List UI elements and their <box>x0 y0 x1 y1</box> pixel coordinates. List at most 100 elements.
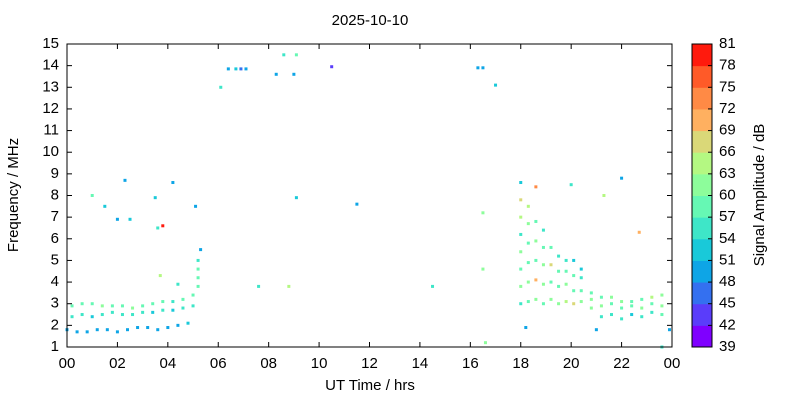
data-point <box>579 267 583 271</box>
data-point <box>519 250 523 254</box>
data-point <box>660 313 664 317</box>
colorbar-tick-label: 45 <box>719 295 736 312</box>
data-point <box>526 280 530 284</box>
data-point <box>219 85 223 89</box>
data-point <box>171 308 175 312</box>
y-tick-label: 8 <box>51 186 59 203</box>
x-tick-label: 14 <box>412 355 429 372</box>
colorbar-tick-label: 57 <box>719 208 736 225</box>
data-point <box>640 306 644 310</box>
data-point <box>541 228 545 232</box>
x-tick-label: 00 <box>664 355 681 372</box>
data-point <box>115 330 119 334</box>
colorbar-tick-label: 54 <box>719 230 736 247</box>
colorbar-tick-label: 39 <box>719 338 736 355</box>
y-axis-label: Frequency / MHz <box>5 138 22 252</box>
data-point <box>526 222 530 226</box>
y-tick-label: 11 <box>43 122 59 139</box>
x-tick-label: 08 <box>260 355 277 372</box>
data-point <box>526 241 530 245</box>
data-point <box>100 313 104 317</box>
data-point <box>541 302 545 306</box>
data-point <box>519 302 523 306</box>
data-point <box>166 326 170 330</box>
data-point <box>181 306 185 310</box>
data-point <box>294 53 298 57</box>
colorbar-tick-label: 78 <box>719 57 736 74</box>
data-point <box>274 72 278 76</box>
data-point <box>103 204 107 208</box>
data-point <box>526 261 530 265</box>
data-point <box>630 313 634 317</box>
data-point <box>557 269 561 273</box>
data-point <box>90 302 94 306</box>
data-point <box>176 282 180 286</box>
data-point <box>196 284 200 288</box>
data-point <box>557 302 561 306</box>
data-point <box>549 263 553 267</box>
data-point <box>191 293 195 297</box>
data-point <box>120 313 124 317</box>
data-point <box>549 297 553 301</box>
data-point <box>620 317 624 321</box>
data-point <box>110 310 114 314</box>
x-axis-label: UT Time / hrs <box>325 377 415 394</box>
x-tick-label: 00 <box>59 355 76 372</box>
data-point <box>534 239 538 243</box>
data-point <box>181 297 185 301</box>
colorbar-band <box>692 87 712 110</box>
data-point <box>599 304 603 308</box>
data-point <box>161 308 165 312</box>
data-point <box>569 183 573 187</box>
data-point <box>239 67 243 71</box>
data-point <box>244 67 248 71</box>
data-point <box>524 326 528 330</box>
x-tick-label: 18 <box>512 355 529 372</box>
colorbar-band <box>692 260 712 283</box>
data-point <box>196 276 200 280</box>
data-point <box>564 282 568 286</box>
data-point <box>650 302 654 306</box>
data-point <box>105 328 109 332</box>
data-point <box>176 323 180 327</box>
colorbar-tick-label: 48 <box>719 273 736 290</box>
y-tick-label: 1 <box>51 338 59 355</box>
data-point <box>483 341 487 345</box>
data-point <box>519 215 523 219</box>
data-point <box>70 315 74 319</box>
colorbar-band <box>692 325 712 348</box>
data-point <box>557 254 561 258</box>
data-point <box>151 310 155 314</box>
data-point <box>158 274 162 278</box>
colorbar-band <box>692 130 712 153</box>
colorbar-tick-label: 72 <box>719 100 736 117</box>
data-point <box>141 304 145 308</box>
data-point <box>610 295 613 299</box>
data-point <box>481 66 485 70</box>
data-point <box>136 326 140 330</box>
data-point <box>128 217 132 221</box>
colorbar-band <box>692 65 712 88</box>
data-point <box>95 328 99 332</box>
x-tick-label: 04 <box>159 355 176 372</box>
data-point <box>564 258 568 262</box>
data-point <box>519 232 523 236</box>
colorbar-band <box>692 152 712 175</box>
data-point <box>131 306 135 310</box>
data-point <box>123 178 127 182</box>
data-point <box>494 83 498 87</box>
data-point <box>292 72 296 76</box>
colorbar-band <box>692 282 712 305</box>
y-tick-label: 9 <box>51 165 59 182</box>
data-point <box>481 267 485 271</box>
data-point <box>355 202 359 206</box>
data-point <box>287 284 291 288</box>
data-point <box>660 293 664 297</box>
data-point <box>282 53 286 57</box>
data-point <box>549 280 553 284</box>
data-point <box>151 302 155 306</box>
data-point <box>534 278 538 282</box>
data-point <box>194 204 198 208</box>
data-point <box>161 300 165 304</box>
y-tick-label: 2 <box>51 316 59 333</box>
